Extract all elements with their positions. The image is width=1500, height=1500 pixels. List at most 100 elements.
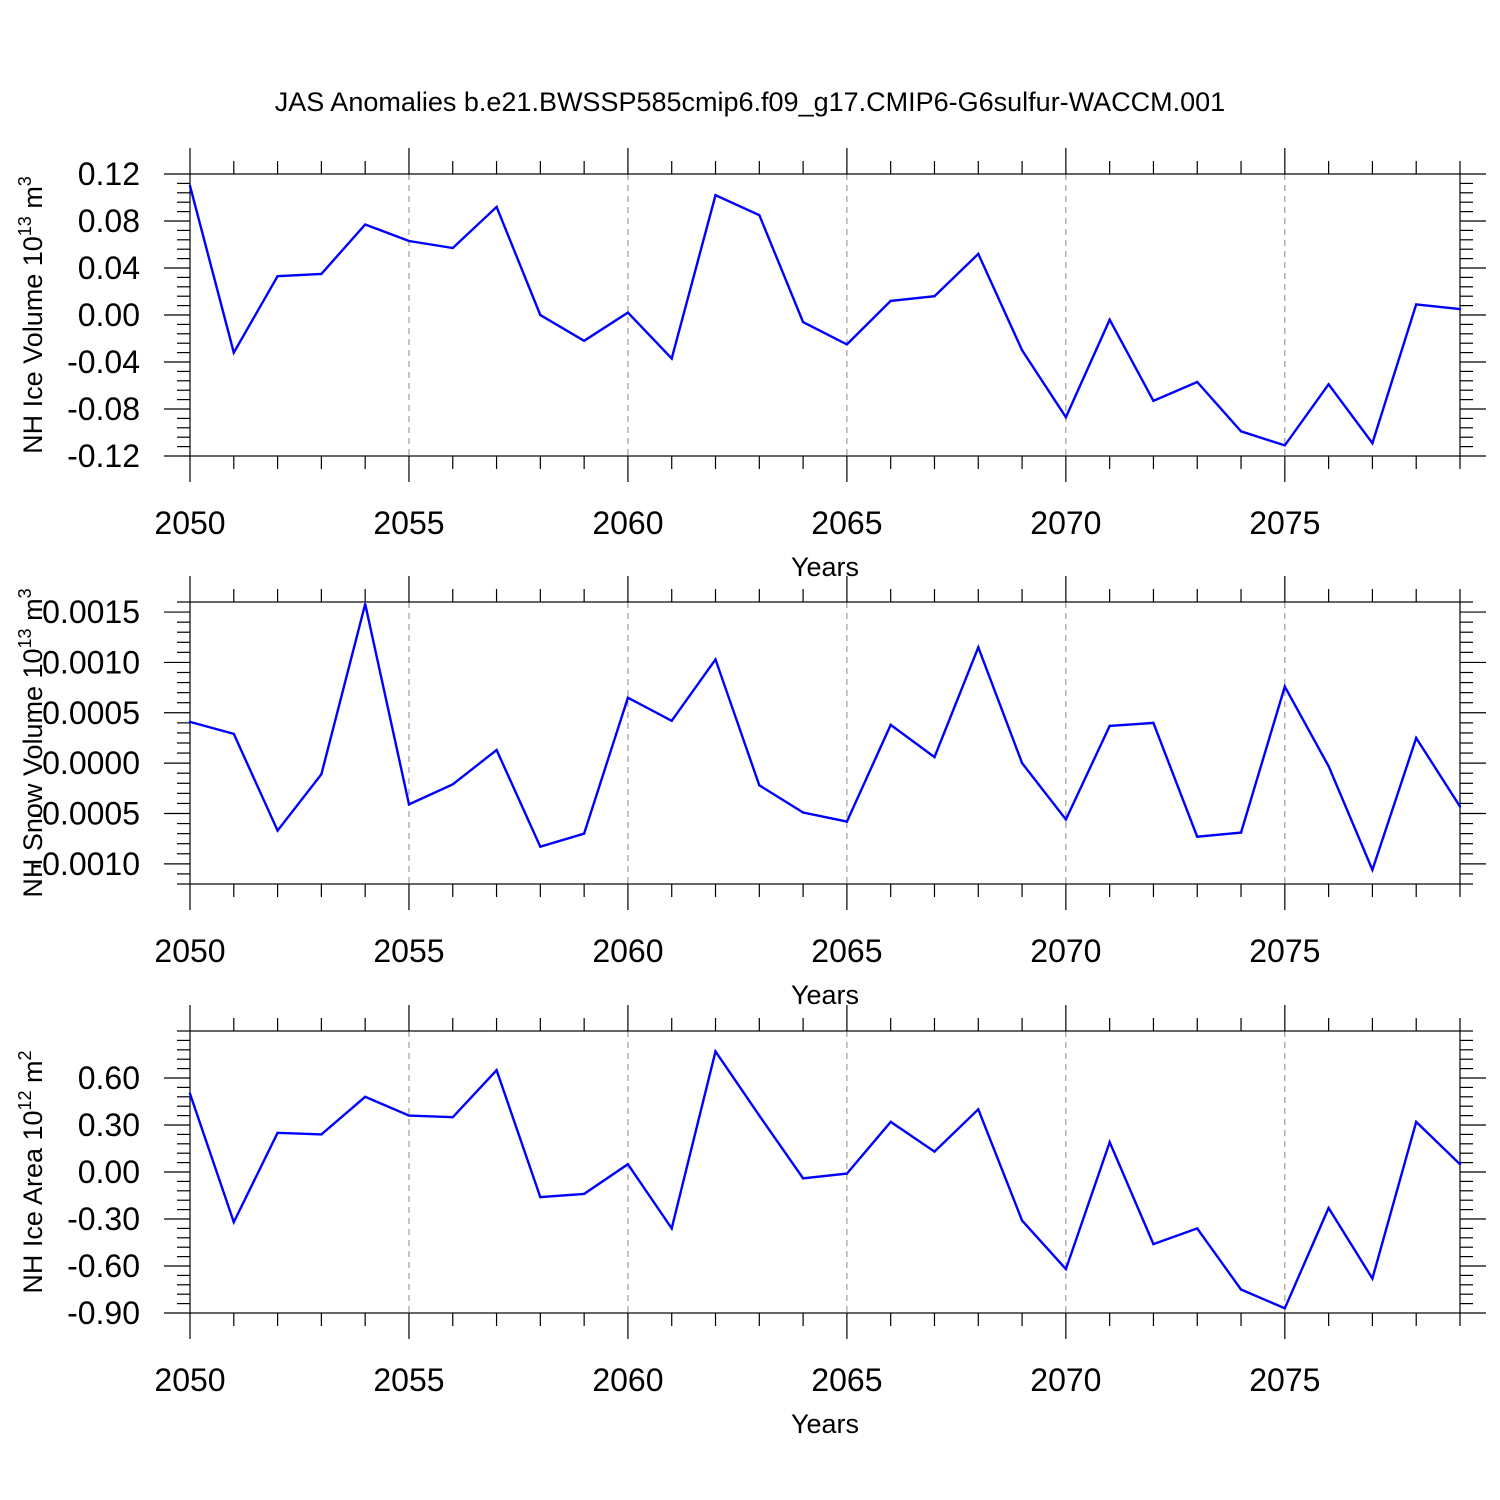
data-point [845,343,849,346]
data-point [363,1095,367,1099]
x-tick-label: 2070 [1030,505,1101,541]
data-point [1415,1120,1418,1124]
data-point [670,719,673,723]
y-axis-label-unit-exponent: 3 [15,588,35,598]
data-point [1327,383,1330,386]
data-point [626,696,630,699]
y-tick-label: -0.08 [67,391,140,427]
data-point [1020,761,1024,765]
y-axis-label-exponent: 12 [15,1090,35,1110]
data-point [1415,303,1418,306]
data-point [495,1068,498,1072]
x-tick-label: 2060 [592,1362,663,1398]
series-line [188,185,1461,447]
data-point [320,272,323,276]
y-tick-label: 0.08 [78,203,140,239]
y-axis-label: NH Ice Volume 1013 m3 [15,176,48,454]
y-axis-label-unit: m [18,598,48,628]
data-point [188,1092,192,1095]
x-tick-label: 2065 [811,933,882,969]
data-point [232,1220,235,1224]
data-point [845,1172,849,1175]
data-point [320,773,323,776]
x-tick-label: 2050 [154,1362,225,1398]
data-point [1020,1219,1024,1222]
data-point [845,820,849,823]
data-point [801,811,805,814]
data-point [582,1192,586,1196]
data-point [1108,318,1111,321]
data-point [714,193,717,197]
y-axis-label-text: NH Ice Area 10 [18,1110,48,1293]
data-point [1239,831,1243,834]
data-point [539,845,542,848]
data-point [320,1133,323,1136]
data-point [977,252,980,256]
data-point [232,732,235,736]
x-axis-label: Years [791,980,859,1010]
series-line [189,603,1462,874]
data-point [626,1162,630,1166]
y-tick-label: 0.12 [78,156,140,192]
data-point [232,351,235,354]
plot-frame [189,173,1461,457]
data-point [1415,736,1418,740]
data-point [801,320,805,324]
data-point [495,205,498,209]
data-point [977,1108,980,1111]
data-point [1239,430,1243,433]
data-point [1283,685,1287,688]
chart-panel-2: 2050 2055 2060 2065 2070 2075 Years 0.0015 0.001… [15,576,1486,1010]
data-point [801,1177,805,1180]
data-point [1458,307,1462,311]
y-tick-label: 0.0010 [42,644,140,680]
x-tick-label: 2070 [1030,933,1101,969]
data-point [889,723,892,727]
x-tick-label: 2055 [373,505,444,541]
data-point [1371,441,1374,445]
data-point [670,357,673,360]
y-tick-label: -0.04 [67,344,140,380]
data-point [1196,380,1199,384]
data-point [407,803,411,806]
data-point [1152,721,1155,725]
data-point [363,602,367,606]
y-tick-label: -0.30 [67,1201,140,1237]
y-tick-label: 0.04 [78,250,140,286]
data-point [582,832,586,835]
y-axis-label: NH Ice Area 1012 m2 [15,1050,48,1293]
data-point [1108,724,1111,728]
x-tick-label: 2065 [811,1362,882,1398]
y-axis-label-text: NH Ice Volume 10 [18,236,48,454]
x-tick-label: 2050 [154,933,225,969]
x-tick-label: 2070 [1030,1362,1101,1398]
plot-frame [189,1030,1461,1314]
x-axis-label: Years [791,1409,859,1439]
x-tick-label: 2050 [154,505,225,541]
y-tick-label: -0.90 [67,1295,140,1331]
data-point [889,299,892,303]
data-point [933,295,936,298]
data-point [670,1227,673,1230]
data-point [1196,1227,1199,1230]
data-point [1458,805,1462,808]
data-point [1196,835,1199,838]
data-point [626,311,630,314]
y-axis-label-exponent: 13 [15,216,35,236]
data-point [276,829,279,832]
data-point [1283,1307,1287,1310]
series-line [188,1048,1461,1310]
x-tick-label: 2055 [373,1362,444,1398]
chart-panel-3: 2050 2055 2060 2065 2070 2075 Years 0.60 0.30 0.0… [15,1005,1486,1439]
data-point [977,646,980,649]
x-tick-label: 2055 [373,933,444,969]
data-point [451,246,454,250]
x-tick-label: 2075 [1249,933,1320,969]
y-axis-label-unit: m [18,1060,48,1090]
data-point [714,1050,717,1053]
y-tick-label: -0.12 [67,438,140,474]
x-tick-label: 2060 [592,933,663,969]
data-point [451,1115,454,1119]
data-point [1371,1277,1374,1280]
